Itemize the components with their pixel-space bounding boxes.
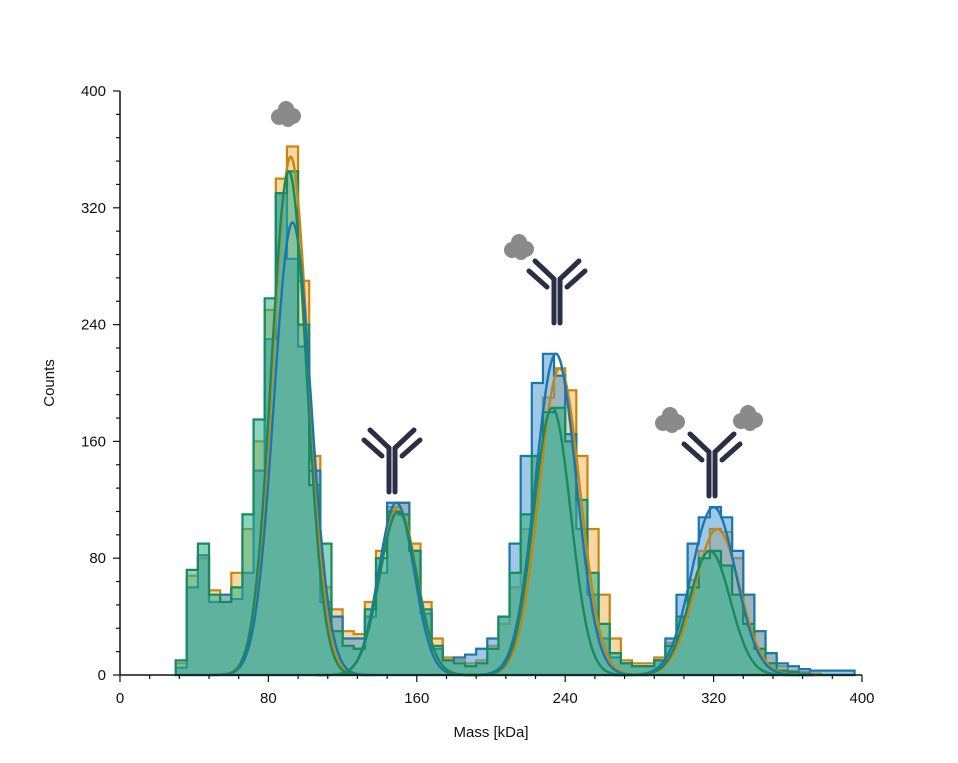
antibody-light-chain xyxy=(564,268,588,290)
y-tick-label: 80 xyxy=(89,550,106,567)
y-tick-label: 240 xyxy=(81,317,106,334)
x-tick-label: 400 xyxy=(849,690,874,707)
blob-part xyxy=(514,246,528,260)
antibody-arm xyxy=(532,258,557,282)
x-tick-label: 320 xyxy=(701,690,726,707)
fit-curve-blue-peak-3 xyxy=(464,352,648,677)
y-tick-label: 160 xyxy=(81,433,106,450)
y-tick-label: 320 xyxy=(81,200,106,217)
y-axis-label: Counts xyxy=(41,359,58,407)
fit-curves-layer xyxy=(209,155,818,677)
y-tick-label: 400 xyxy=(81,83,106,100)
x-tick-label: 80 xyxy=(260,690,277,707)
blob-part xyxy=(281,113,295,127)
protein-blob-icon xyxy=(655,407,685,433)
protein-blob-icon xyxy=(504,234,534,260)
antibody-light-chain xyxy=(399,437,423,459)
antibody-light-chain xyxy=(719,441,743,463)
annotation-icons xyxy=(271,101,763,499)
x-tick-label: 0 xyxy=(116,690,124,707)
blob-part xyxy=(665,419,679,433)
antibody-light-chain xyxy=(526,268,550,290)
blob-part xyxy=(740,405,756,421)
antibody-icon xyxy=(361,427,423,495)
blob-part xyxy=(278,101,294,117)
protein-blob-icon xyxy=(733,405,763,431)
x-tick-label: 160 xyxy=(404,690,429,707)
blob-part xyxy=(662,407,678,423)
axes: 0 80 160 240 320 400 0 80 160 240 320 400 xyxy=(81,83,875,707)
antibody-arm xyxy=(557,258,582,282)
blob-part xyxy=(743,417,757,431)
y-tick-label: 0 xyxy=(98,667,106,684)
fit-curve-green-peak-1 xyxy=(209,170,369,677)
fit-curve-green-peak-4 xyxy=(618,549,802,677)
fit-curve-green-peak-2 xyxy=(314,510,482,677)
antibody-arm xyxy=(712,431,737,455)
antibody-light-chain xyxy=(681,441,705,463)
x-tick-label: 240 xyxy=(553,690,578,707)
x-axis-label: Mass [kDa] xyxy=(453,724,528,741)
antibody-arm xyxy=(367,427,392,451)
blob-part xyxy=(511,234,527,250)
fit-curve-green-peak-3 xyxy=(468,406,636,677)
antibody-with-two-proteins-icon xyxy=(681,431,743,499)
antibody-arm xyxy=(392,427,417,451)
protein-blob-icon xyxy=(271,101,301,127)
antibody-arm xyxy=(687,431,712,455)
antibody-with-protein-icon xyxy=(526,258,588,326)
antibody-light-chain xyxy=(361,437,385,459)
